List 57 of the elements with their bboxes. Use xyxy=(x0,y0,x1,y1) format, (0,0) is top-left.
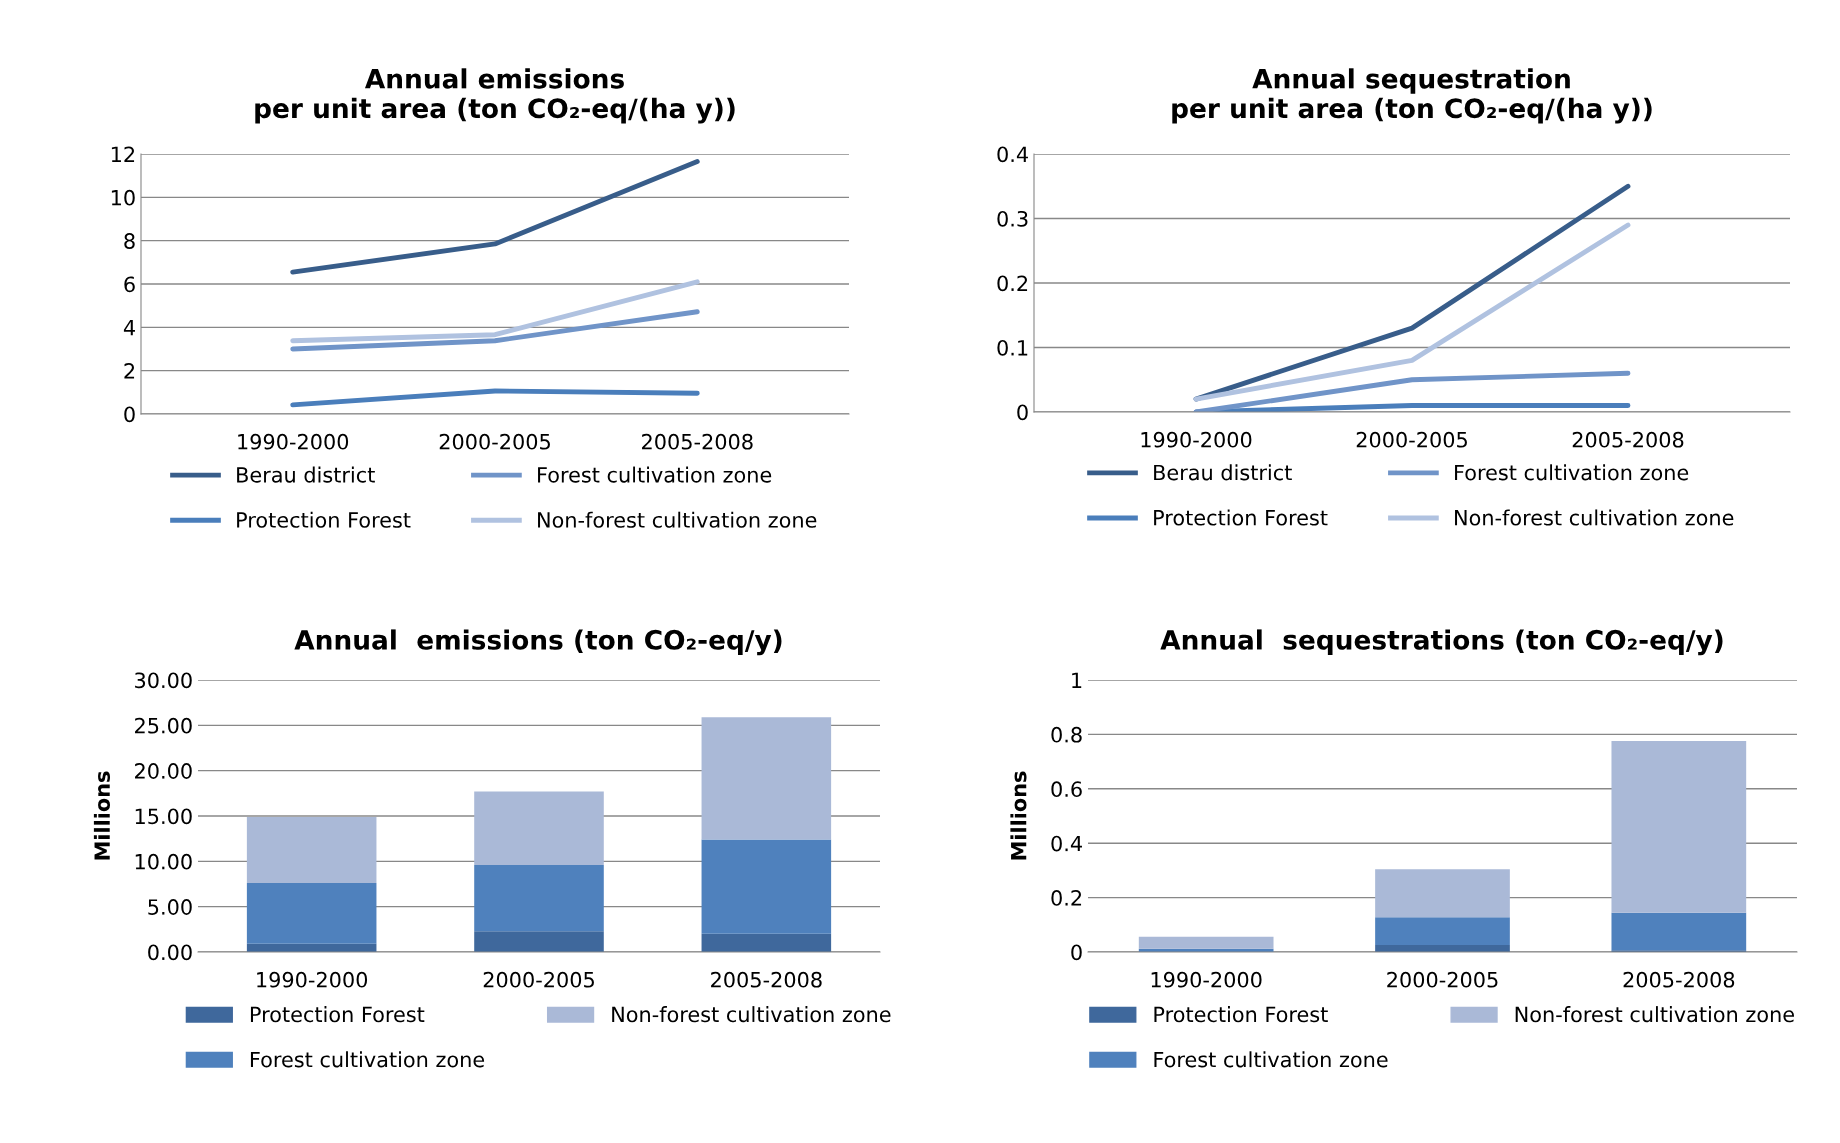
y-tick-label: 10 xyxy=(111,189,135,206)
y-tick-label: 10.00 xyxy=(135,853,192,870)
y-tick-label: 4 xyxy=(123,320,135,336)
y-tick-label: 0 xyxy=(1071,944,1082,961)
x-tick-label: 2000-2005 xyxy=(483,971,594,988)
chart-title: Annual sequestration per unit area (ton CO₂-eq/(ha y)) xyxy=(1172,68,1652,124)
legend-label: Protection Forest xyxy=(237,511,411,528)
x-tick-label: 2005-2008 xyxy=(1623,971,1735,988)
chart-title: Annual emissions per unit area (ton CO₂-eq/(ha y)) xyxy=(255,68,735,124)
y-axis-title: Millions xyxy=(93,771,111,860)
legend-label: Forest cultivation zone xyxy=(1154,1051,1388,1068)
x-tick-label: 2005-2008 xyxy=(1572,431,1684,448)
chart-title: Annual emissions (ton CO₂-eq/y) xyxy=(294,629,782,656)
x-tick-label: 2000-2005 xyxy=(1387,971,1498,988)
legend-label: Forest cultivation zone xyxy=(250,1051,485,1068)
x-tick-label: 1990-2000 xyxy=(238,433,349,450)
legend-label: Non-forest cultivation zone xyxy=(538,511,817,528)
x-tick-label: 2005-2008 xyxy=(711,971,822,988)
y-tick-label: 15.00 xyxy=(135,808,192,825)
legend-label: Forest cultivation zone xyxy=(538,466,772,483)
legend-label: Forest cultivation zone xyxy=(1455,464,1689,481)
x-tick-label: 2000-2005 xyxy=(1356,431,1467,448)
x-tick-label: 1990-2000 xyxy=(257,971,368,988)
x-tick-label: 2000-2005 xyxy=(439,433,550,450)
x-tick-label: 1990-2000 xyxy=(1151,971,1262,988)
y-tick-label: 0.3 xyxy=(997,210,1028,227)
legend-label: Protection Forest xyxy=(250,1006,425,1023)
y-tick-label: 5.00 xyxy=(148,899,192,915)
y-tick-label: 0.1 xyxy=(997,339,1028,356)
y-tick-label: 0.6 xyxy=(1051,781,1082,798)
x-tick-label: 2005-2008 xyxy=(642,433,753,450)
y-tick-label: 30.00 xyxy=(135,672,192,689)
y-tick-label: 0.2 xyxy=(997,275,1028,292)
legend-label: Protection Forest xyxy=(1154,509,1328,526)
y-tick-label: 2 xyxy=(124,363,135,379)
y-tick-label: 0 xyxy=(1017,404,1028,421)
legend-label: Non-forest cultivation zone xyxy=(1455,509,1734,526)
y-tick-label: 8 xyxy=(124,233,135,249)
y-tick-label: 0.8 xyxy=(1051,726,1082,743)
legend-label: Protection Forest xyxy=(1154,1006,1328,1023)
y-tick-label: 0.00 xyxy=(148,944,192,961)
legend-label: Non-forest cultivation zone xyxy=(612,1006,891,1023)
y-tick-label: 0.2 xyxy=(1051,890,1082,906)
legend-label: Non-forest cultivation zone xyxy=(1515,1006,1794,1023)
y-tick-label: 25.00 xyxy=(135,717,192,734)
legend-label: Berau district xyxy=(1154,464,1292,481)
y-axis-title: Millions xyxy=(1010,771,1027,860)
y-tick-label: 0.4 xyxy=(997,146,1028,163)
y-tick-label: 6 xyxy=(124,276,135,293)
legend-label: Berau district xyxy=(237,466,375,483)
y-tick-label: 1 xyxy=(1072,672,1082,688)
chart-title: Annual sequestrations (ton CO₂-eq/y) xyxy=(1160,629,1723,656)
y-tick-label: 0 xyxy=(124,406,135,423)
x-tick-label: 1990-2000 xyxy=(1141,431,1252,448)
y-tick-label: 0.4 xyxy=(1051,835,1082,852)
y-tick-label: 12 xyxy=(111,146,135,162)
y-tick-label: 20.00 xyxy=(135,763,192,779)
